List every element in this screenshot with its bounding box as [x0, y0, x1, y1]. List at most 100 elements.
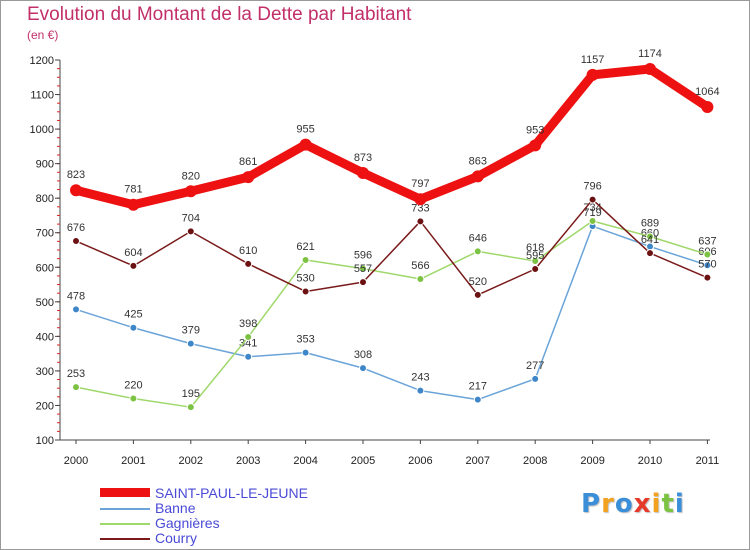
- data-label: 610: [239, 245, 257, 257]
- y-tick-label: 900: [36, 159, 54, 171]
- data-label: 398: [239, 318, 257, 330]
- data-point: [357, 166, 369, 179]
- data-label: 689: [641, 218, 659, 230]
- x-tick-label: 2005: [351, 455, 375, 467]
- data-point: [301, 287, 310, 296]
- data-point: [703, 261, 712, 270]
- data-label: 953: [526, 124, 544, 136]
- data-label: 796: [583, 181, 601, 193]
- y-tick-label: 800: [36, 193, 54, 205]
- data-point: [242, 171, 255, 184]
- logo-letter: r: [601, 489, 615, 519]
- data-point: [359, 264, 367, 273]
- data-label: 604: [124, 247, 142, 259]
- data-point: [127, 198, 140, 211]
- data-point: [244, 333, 253, 342]
- data-point: [72, 383, 80, 392]
- data-label: 478: [67, 290, 85, 302]
- series-line: [75, 198, 709, 296]
- data-point: [531, 374, 540, 383]
- y-tick-label: 700: [36, 228, 54, 240]
- data-point: [646, 232, 654, 241]
- y-tick-label: 500: [36, 297, 54, 309]
- data-point: [531, 257, 540, 266]
- x-tick-label: 2006: [408, 455, 432, 467]
- logo-letter: x: [633, 489, 652, 519]
- data-label: 1157: [581, 54, 605, 66]
- data-label: 704: [182, 212, 200, 224]
- data-label: 277: [526, 360, 544, 372]
- data-point: [646, 249, 654, 258]
- legend-item-gagnieres: Gagnières: [100, 515, 400, 531]
- data-label: 733: [411, 202, 429, 214]
- data-point: [184, 185, 197, 198]
- data-label: 566: [411, 260, 429, 272]
- data-point: [473, 290, 482, 299]
- legend-label: Banne: [155, 500, 196, 516]
- data-point: [359, 364, 367, 373]
- data-point: [186, 403, 195, 412]
- data-point: [70, 184, 82, 197]
- data-label: 646: [469, 232, 487, 244]
- data-point: [586, 68, 599, 81]
- x-tick-label: 2003: [236, 455, 260, 467]
- data-label: 195: [182, 388, 200, 400]
- x-tick-label: 2009: [580, 455, 604, 467]
- data-label: 781: [124, 184, 142, 196]
- data-label: 520: [469, 276, 487, 288]
- data-label: 641: [641, 234, 659, 246]
- series-line: [75, 225, 709, 401]
- data-point: [129, 261, 138, 270]
- data-point: [588, 216, 597, 225]
- data-label: 595: [526, 250, 544, 262]
- legend-label: Courry: [155, 530, 198, 546]
- data-point: [588, 195, 597, 204]
- data-point: [529, 139, 542, 152]
- legend-item-courry: Courry: [100, 530, 400, 546]
- data-point: [129, 323, 138, 332]
- legend-item-saint-paul-le-jeune: SAINT-PAUL-LE-JEUNE: [100, 485, 400, 501]
- data-point: [416, 217, 425, 226]
- proxiti-logo: Proxiti: [581, 489, 685, 519]
- data-label: 861: [239, 156, 257, 168]
- y-tick-label: 600: [36, 262, 54, 274]
- data-point: [416, 275, 425, 284]
- data-label: 596: [354, 250, 372, 262]
- data-label: 253: [67, 368, 85, 380]
- data-point: [186, 339, 195, 348]
- data-label: 530: [296, 272, 314, 284]
- data-label: 873: [354, 152, 372, 164]
- data-label: 621: [296, 241, 314, 253]
- legend-label: SAINT-PAUL-LE-JEUNE: [155, 485, 308, 501]
- data-label: 637: [698, 235, 716, 247]
- y-tick-label: 300: [36, 366, 54, 378]
- line-chart: 100 200 300 400 500 600 700 800 900 1000 1100 1200 2…: [30, 48, 720, 467]
- data-point: [186, 227, 195, 236]
- data-label: 220: [124, 380, 142, 392]
- data-label: 618: [526, 242, 544, 254]
- data-label: 557: [354, 263, 372, 275]
- data-point: [301, 256, 310, 265]
- data-point: [72, 305, 80, 314]
- x-tick-label: 2001: [121, 455, 145, 467]
- data-point: [244, 352, 253, 361]
- data-label: 243: [411, 372, 429, 384]
- data-point: [473, 395, 482, 404]
- y-tick-label: 400: [36, 331, 54, 343]
- data-label: 217: [469, 381, 487, 393]
- x-tick-label: 2000: [64, 455, 88, 467]
- x-tick-label: 2007: [466, 455, 490, 467]
- legend: SAINT-PAUL-LE-JEUNE Banne Gagnières Cour…: [100, 485, 400, 546]
- data-point: [299, 138, 312, 151]
- legend-label: Gagnières: [155, 515, 220, 531]
- data-label: 353: [296, 334, 314, 346]
- series-line: [71, 64, 712, 210]
- data-point: [72, 237, 80, 246]
- logo-letter: P: [581, 489, 602, 519]
- legend-item-banne: Banne: [100, 500, 400, 516]
- data-label: 570: [698, 259, 716, 271]
- y-tick-label: 1000: [30, 124, 54, 136]
- chart-title: Evolution du Montant de la Dette par Hab…: [27, 4, 412, 25]
- data-label: 676: [67, 222, 85, 234]
- data-point: [644, 62, 656, 75]
